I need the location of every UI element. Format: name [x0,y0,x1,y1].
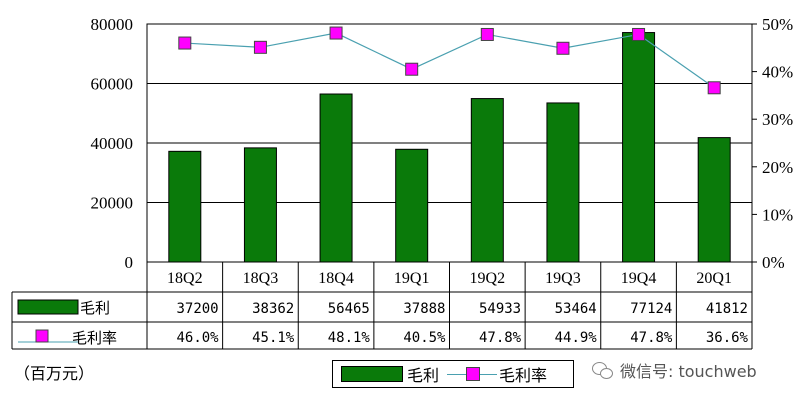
right-tick-label: 30% [762,110,793,129]
table-value: 41812 [706,301,748,317]
table-value: 40.5% [403,330,446,346]
line-marker [405,62,419,76]
legend-item-bar: 毛利 [341,362,439,386]
table-value: 47.8% [479,330,522,346]
category-label: 18Q2 [167,270,203,287]
table-series-name: 毛利 [80,299,110,317]
table-bar-swatch [17,299,79,315]
legend-line-label: 毛利率 [499,366,548,385]
wechat-icon [592,361,614,379]
table-line-marker [35,329,49,343]
table-value: 38362 [252,301,294,317]
right-tick-label: 40% [762,63,793,82]
category-label: 19Q2 [470,270,506,287]
table-value: 48.1% [328,330,371,346]
bar [395,148,429,263]
category-label: 18Q3 [243,270,279,287]
bar-series [168,32,731,263]
left-tick-label: 60000 [91,75,134,94]
table-series-name: 毛利率 [72,329,117,347]
gridlines [147,23,752,263]
table-value: 53464 [555,301,597,317]
bar [319,93,353,263]
table-value: 37888 [403,301,445,317]
right-tick-label: 20% [762,158,793,177]
right-tick-label: 10% [762,205,793,224]
table-value: 56465 [328,301,370,317]
table-value: 36.6% [706,330,749,346]
line-marker [178,36,192,50]
category-label: 20Q1 [696,270,732,287]
unit-label: （百万元） [14,364,95,383]
table-value: 54933 [479,301,521,317]
bar [546,102,580,263]
line-marker [480,27,494,41]
table-value: 45.1% [252,330,295,346]
category-label: 19Q3 [545,270,581,287]
left-tick-label: 40000 [91,134,134,153]
legend: 毛利 毛利率 [332,360,574,388]
line-marker [253,40,267,54]
right-tick-label: 0% [762,253,785,272]
legend-bar-swatch [341,366,403,382]
left-tick-label: 0 [125,253,134,272]
table-value: 47.8% [630,330,673,346]
line-marker [632,27,646,41]
left-tick-label: 80000 [91,15,134,34]
table-value: 37200 [176,301,218,317]
watermark: 微信号: touchweb [592,358,757,382]
bar [697,137,731,263]
line-path [184,32,715,89]
line-marker [707,81,721,95]
left-tick-label: 20000 [91,194,134,213]
line-marker [329,26,343,40]
line-marker [556,41,570,55]
watermark-text: 微信号: touchweb [620,362,757,381]
right-axis-ticks: 0% 10% 20% 30% 40% 50% [762,15,793,272]
category-label: 19Q4 [621,270,657,287]
bar [243,147,277,263]
legend-bar-label: 毛利 [407,366,440,385]
line-series [178,26,721,95]
category-label: 19Q1 [394,270,430,287]
left-axis-ticks: 0 20000 40000 60000 80000 [91,15,134,272]
table-value: 44.9% [555,330,598,346]
bar [470,98,504,263]
category-label: 18Q4 [318,270,354,287]
bar [168,150,202,263]
bar [622,32,656,263]
legend-item-line: 毛利率 [447,362,547,386]
legend-line-swatch [447,367,498,381]
right-tick-label: 50% [762,15,793,34]
table-value: 77124 [630,301,672,317]
table-value: 46.0% [176,330,219,346]
